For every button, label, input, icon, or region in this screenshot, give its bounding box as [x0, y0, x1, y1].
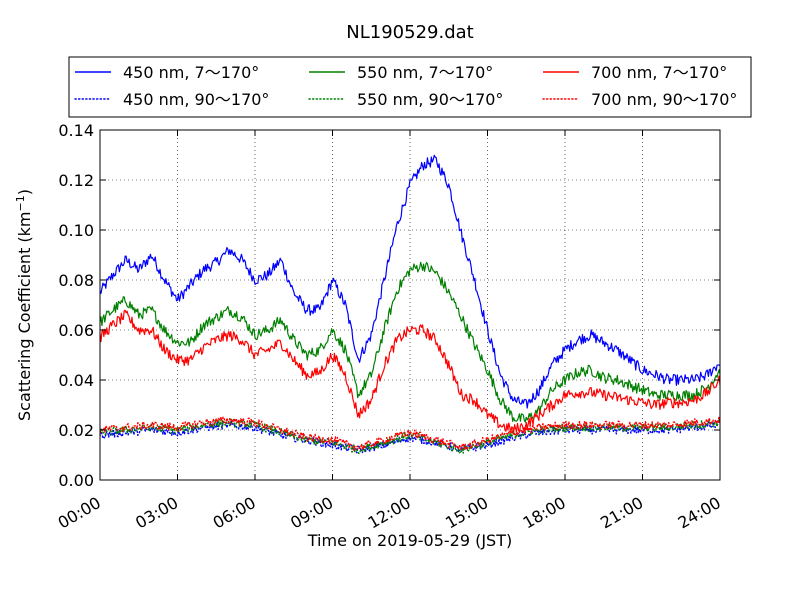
y-axis-label-superscript: −1 [14, 195, 27, 211]
legend-label: 450 nm, 90～170° [123, 90, 269, 109]
chart-title: NL190529.dat [346, 22, 473, 43]
legend-box [68, 56, 752, 118]
y-tick-label: 0.06 [58, 321, 94, 340]
x-axis-label: Time on 2019-05-29 (JST) [307, 531, 512, 550]
plot-area: 00:00 03:00 06:00 09:00 12:00 15:00 18:00 21:00… [55, 121, 724, 533]
plot-background [100, 130, 720, 480]
legend-label: 550 nm, 90～170° [357, 90, 503, 109]
legend-label: 700 nm, 90～170° [591, 90, 737, 109]
series-line-550-nm-total [100, 261, 720, 423]
series-layer [100, 154, 720, 455]
legend-label: 450 nm, 7～170° [123, 63, 259, 82]
legend-label: 700 nm, 7～170° [591, 63, 727, 82]
y-axis-label-main: Scattering Coefficient (km [15, 211, 34, 421]
y-tick-label: 0.02 [58, 421, 94, 440]
series-line-700-nm-total [100, 309, 720, 434]
legend-items: 450 nm, 7～170° 550 nm, 7～170° 700 nm, 7～17… [74, 63, 737, 109]
series-line-450-nm-total [100, 154, 720, 409]
series-line-700-nm-backscatter [100, 415, 720, 451]
y-tick-label: 0.14 [58, 121, 94, 140]
y-tick-label: 0.04 [58, 371, 94, 390]
y-axis-ticks: 0.00 0.02 0.04 0.06 0.08 0.10 0.12 0.14 [58, 121, 720, 490]
y-axis-label: Scattering Coefficient (km−1) [14, 189, 35, 421]
y-axis-label-close: ) [15, 189, 34, 195]
legend-label: 550 nm, 7～170° [357, 63, 493, 82]
legend: 450 nm, 7～170° 550 nm, 7～170° 700 nm, 7～17… [68, 56, 752, 118]
y-tick-label: 0.08 [58, 271, 94, 290]
y-tick-label: 0.10 [58, 221, 94, 240]
y-tick-label: 0.00 [58, 471, 94, 490]
y-tick-label: 0.12 [58, 171, 94, 190]
